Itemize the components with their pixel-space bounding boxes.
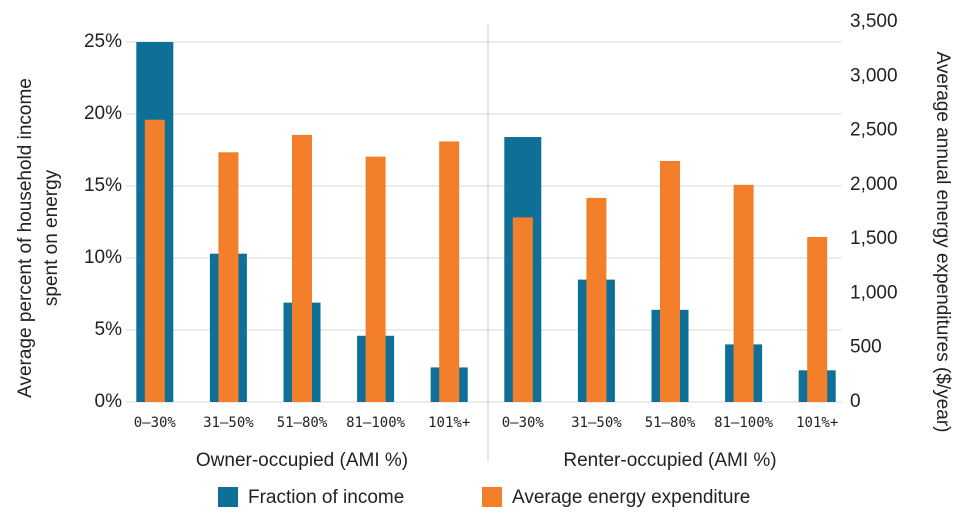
x-tick-label: 101%+ [428, 415, 470, 431]
bar [733, 184, 754, 402]
legend-label: Average energy expenditure [512, 487, 750, 508]
y-tick-label: 20% [84, 103, 122, 124]
legend-label: Fraction of income [248, 487, 404, 508]
y-axis-label: Average percent of household income spent… [15, 78, 62, 398]
y2-tick-label: 3,000 [850, 65, 898, 86]
x-tick-label: 0–30% [134, 415, 177, 431]
y2-tick-label: 2,500 [850, 120, 898, 141]
y2-tick-label: 500 [850, 337, 882, 358]
y2-tick-label: 2,000 [850, 174, 898, 195]
x-tick-label: 101%+ [796, 415, 838, 431]
y2-tick-label: 1,000 [850, 282, 898, 303]
bar [660, 160, 680, 402]
x-tick-label: 51–80% [645, 415, 696, 431]
y-tick-label: 25% [84, 31, 122, 52]
bar [218, 152, 239, 402]
x-tick-label: 81–100% [346, 415, 406, 431]
y2-tick-label: 0 [850, 391, 861, 412]
x-tick-label: 51–80% [277, 415, 328, 431]
legend-swatch [218, 487, 238, 507]
x-tick-label: 31–50% [571, 415, 622, 431]
bar [512, 217, 533, 402]
bar [365, 156, 386, 402]
y-tick-label: 10% [84, 247, 122, 268]
y-tick-label: 5% [95, 319, 123, 340]
group-label: Owner-occupied (AMI %) [196, 450, 408, 471]
bar [144, 119, 165, 402]
y2-tick-label: 3,500 [850, 11, 898, 32]
x-tick-label: 31–50% [203, 415, 254, 431]
y-axis-label-line: Average percent of household income [15, 78, 36, 398]
y-tick-label: 0% [95, 391, 123, 412]
group-label: Renter-occupied (AMI %) [563, 450, 776, 471]
bar [439, 141, 460, 402]
bar [292, 134, 312, 402]
y2-tick-label: 1,500 [850, 228, 898, 249]
x-tick-label: 0–30% [502, 415, 545, 431]
bar [586, 197, 607, 402]
legend-swatch [482, 487, 502, 507]
y-tick-label: 15% [84, 175, 122, 196]
y2-axis-label: Average annual energy expenditures ($/ye… [932, 52, 953, 433]
bar [807, 236, 828, 402]
x-tick-label: 81–100% [714, 415, 774, 431]
y-axis-label-line: spent on energy [41, 169, 62, 306]
